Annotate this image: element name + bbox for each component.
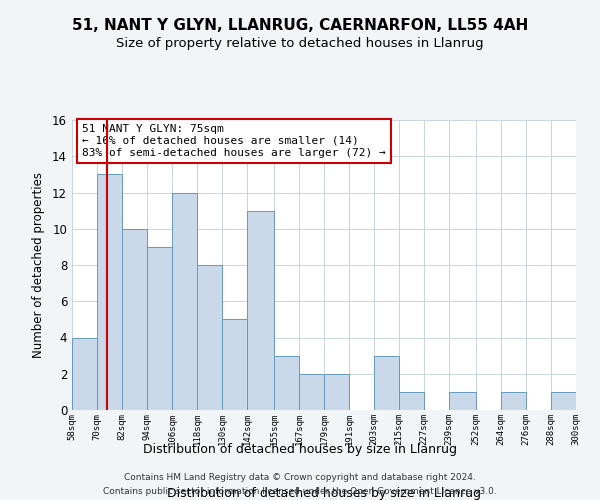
Bar bbox=[374, 356, 399, 410]
Text: 51 NANT Y GLYN: 75sqm
← 16% of detached houses are smaller (14)
83% of semi-deta: 51 NANT Y GLYN: 75sqm ← 16% of detached … bbox=[82, 124, 386, 158]
Text: 51, NANT Y GLYN, LLANRUG, CAERNARFON, LL55 4AH: 51, NANT Y GLYN, LLANRUG, CAERNARFON, LL… bbox=[72, 18, 528, 32]
Text: Distribution of detached houses by size in Llanrug: Distribution of detached houses by size … bbox=[143, 442, 457, 456]
Bar bbox=[501, 392, 526, 410]
Bar bbox=[449, 392, 476, 410]
Bar bbox=[97, 174, 122, 410]
Text: Size of property relative to detached houses in Llanrug: Size of property relative to detached ho… bbox=[116, 38, 484, 51]
Bar bbox=[122, 229, 147, 410]
Bar bbox=[147, 247, 172, 410]
Bar bbox=[247, 210, 274, 410]
Bar bbox=[551, 392, 576, 410]
Bar bbox=[197, 265, 222, 410]
Bar bbox=[399, 392, 424, 410]
X-axis label: Distribution of detached houses by size in Llanrug: Distribution of detached houses by size … bbox=[167, 486, 481, 500]
Bar bbox=[324, 374, 349, 410]
Text: Contains HM Land Registry data © Crown copyright and database right 2024.: Contains HM Land Registry data © Crown c… bbox=[124, 472, 476, 482]
Bar bbox=[274, 356, 299, 410]
Y-axis label: Number of detached properties: Number of detached properties bbox=[32, 172, 45, 358]
Bar bbox=[172, 192, 197, 410]
Bar bbox=[222, 320, 247, 410]
Bar bbox=[299, 374, 324, 410]
Text: Contains public sector information licensed under the Open Government Licence v3: Contains public sector information licen… bbox=[103, 488, 497, 496]
Bar bbox=[72, 338, 97, 410]
